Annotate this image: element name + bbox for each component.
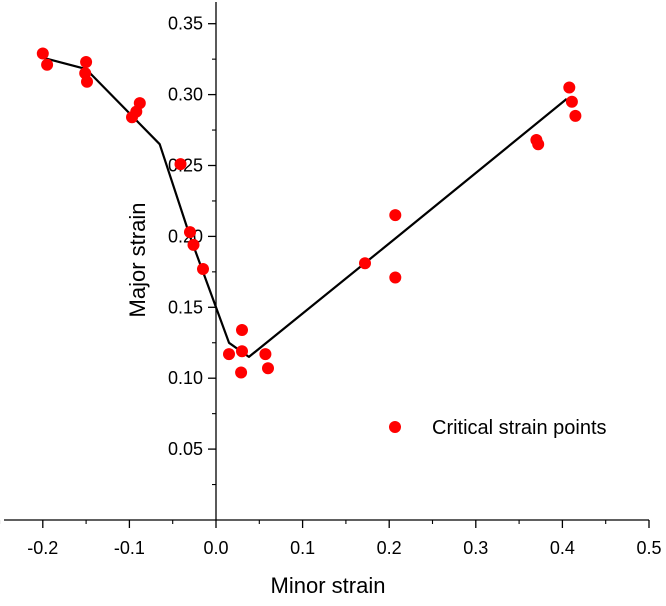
data-point	[389, 271, 402, 284]
data-point	[184, 226, 196, 239]
data-point	[80, 56, 93, 68]
x-tick-label: 0.1	[290, 538, 315, 558]
data-point	[133, 97, 146, 110]
legend-marker	[389, 421, 401, 433]
data-point	[223, 348, 235, 361]
data-point	[235, 366, 248, 379]
data-points	[36, 47, 582, 379]
x-axis-title: Minor strain	[271, 573, 386, 598]
data-point	[359, 257, 371, 270]
data-point	[197, 263, 209, 275]
data-point	[259, 348, 272, 361]
y-tick-label: 0.10	[168, 368, 203, 388]
data-point	[563, 81, 576, 94]
data-point	[389, 209, 402, 222]
x-tick-label: 0.3	[463, 538, 488, 558]
x-tick-label: -0.2	[27, 538, 58, 558]
fit-line-layer	[42, 56, 568, 358]
y-tick-label: 0.30	[168, 85, 203, 105]
axes	[4, 2, 649, 521]
data-point	[236, 345, 248, 358]
x-tick-label: 0.4	[550, 538, 575, 558]
data-point	[532, 138, 545, 151]
data-point	[36, 47, 49, 60]
legend-label: Critical strain points	[432, 417, 607, 439]
data-point	[187, 238, 200, 251]
legend: Critical strain points	[389, 417, 607, 439]
data-point	[174, 158, 187, 171]
data-point	[569, 109, 582, 122]
x-tick-label: 0.5	[636, 538, 661, 558]
data-point	[236, 324, 248, 336]
y-axis-title: Major strain	[125, 203, 150, 318]
data-point	[565, 95, 578, 108]
data-point	[262, 362, 274, 375]
fitted-curve-line	[42, 56, 568, 358]
y-tick-label: 0.05	[168, 439, 203, 459]
x-tick-label: 0.0	[203, 538, 228, 558]
data-point	[41, 58, 54, 71]
data-point	[81, 75, 93, 88]
y-tick-label: 0.35	[168, 14, 203, 34]
x-tick-label: 0.2	[377, 538, 402, 558]
y-tick-label: 0.15	[168, 297, 203, 317]
x-tick-label: -0.1	[114, 538, 145, 558]
